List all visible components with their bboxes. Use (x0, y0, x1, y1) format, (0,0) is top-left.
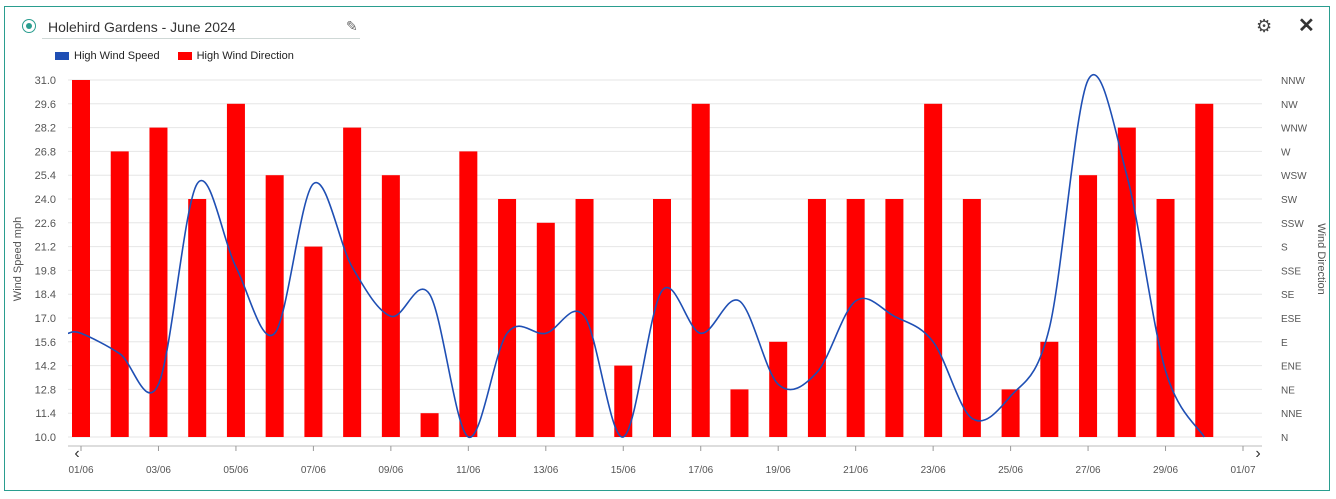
legend-swatch-direction (177, 52, 192, 60)
pencil-icon[interactable]: ✎ (346, 18, 358, 34)
radio-icon[interactable] (22, 19, 36, 33)
legend-item-speed[interactable]: High Wind Speed (55, 50, 160, 62)
legend-label-direction: High Wind Direction (196, 50, 294, 62)
legend-swatch-speed (55, 52, 69, 60)
legend: High Wind Speed High Wind Direction (55, 50, 294, 62)
title-underline (42, 38, 360, 39)
legend-label-speed: High Wind Speed (74, 50, 160, 62)
chart-panel (4, 6, 1330, 491)
legend-item-direction[interactable]: High Wind Direction (177, 50, 294, 62)
panel-header: Holehird Gardens - June 2024 ✎ (18, 14, 378, 40)
close-icon[interactable]: ✕ (1298, 15, 1315, 37)
page-title[interactable]: Holehird Gardens - June 2024 (48, 19, 236, 35)
gear-icon[interactable]: ⚙ (1256, 16, 1273, 36)
